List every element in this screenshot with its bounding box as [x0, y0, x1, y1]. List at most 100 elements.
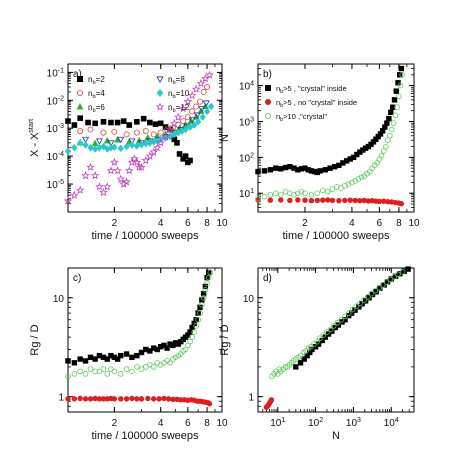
data-point [395, 80, 401, 86]
data-point [92, 120, 98, 127]
data-point [173, 112, 183, 121]
legend-base: n [276, 84, 280, 93]
data-point [65, 396, 71, 402]
legend-subscript: b [280, 117, 283, 123]
data-point [147, 119, 153, 126]
data-point [100, 142, 107, 151]
data-point [334, 319, 341, 326]
data-point [165, 125, 175, 134]
data-point [386, 115, 392, 122]
tick-base: 10 [47, 96, 59, 107]
data-point [87, 354, 94, 361]
x-tick-label: 102 [308, 417, 323, 429]
data-point [92, 368, 98, 375]
data-point [164, 345, 170, 351]
data-point [383, 279, 390, 285]
data-point [199, 113, 206, 121]
data-point [100, 366, 107, 372]
legend-subscript: b [280, 89, 283, 95]
x-tick-label: 104 [384, 417, 399, 429]
data-point [156, 396, 162, 402]
data-point [272, 190, 279, 197]
data-point [191, 121, 198, 129]
data-series [263, 397, 275, 411]
data-point [152, 121, 159, 127]
x-tick-label: 10 [408, 218, 420, 229]
legend-rest: >5 , no "crystal" inside [283, 98, 357, 107]
panel-label: d) [263, 273, 272, 284]
data-point [134, 162, 144, 171]
data-point [195, 310, 201, 316]
data-point [387, 132, 393, 139]
data-point [297, 352, 304, 359]
x-tick-label: 101 [270, 417, 285, 429]
data-point [149, 147, 158, 156]
data-point [145, 151, 155, 160]
data-point [195, 316, 201, 323]
tick-exponent: -1 [58, 67, 64, 74]
data-point [182, 153, 189, 159]
data-point [95, 138, 103, 145]
legend-marker [77, 76, 84, 83]
y-tick-label: 10-3 [47, 123, 64, 135]
x-tick-label: 8 [396, 218, 402, 229]
data-point [122, 177, 131, 186]
y-tick-label: 1 [58, 393, 64, 404]
legend-subscript: b [92, 80, 95, 86]
data-point [391, 273, 398, 280]
data-point [64, 147, 72, 155]
data-point [350, 154, 357, 161]
data-point [187, 157, 193, 164]
data-point [129, 395, 135, 402]
data-point [134, 119, 140, 125]
data-point [129, 354, 135, 361]
tick-exponent: 1 [250, 188, 254, 195]
data-point [204, 280, 210, 287]
x-tick-label: 4 [349, 218, 355, 229]
data-point [348, 310, 355, 316]
legend-base: n [168, 89, 172, 98]
x-tick-label: 10 [216, 418, 228, 429]
data-point [176, 151, 183, 157]
legend-marker [155, 102, 165, 111]
data-point [77, 356, 83, 362]
x-tick-label: 8 [204, 218, 210, 229]
legend-base: n [88, 75, 92, 84]
tick-exponent: 4 [395, 417, 399, 424]
data-point [189, 108, 196, 115]
data-point [128, 138, 136, 145]
legend-rest: =10 [176, 89, 190, 98]
data-point [352, 197, 358, 204]
tick-exponent: -3 [58, 123, 64, 130]
data-point [110, 157, 119, 167]
data-point [392, 112, 399, 118]
data-point [71, 371, 78, 377]
legend-label: nb=10 [168, 89, 190, 100]
legend-entry: nb=4 [77, 89, 105, 100]
data-point [391, 97, 398, 103]
x-tick-label: 4 [158, 418, 164, 429]
data-point [174, 140, 180, 146]
legend-entry: nb>5 , no "crystal" inside [264, 98, 357, 109]
tick-exponent: -2 [58, 95, 64, 102]
data-point [282, 164, 289, 171]
data-point [376, 285, 382, 291]
data-series [255, 65, 405, 176]
data-point [87, 366, 94, 372]
data-point [347, 197, 353, 203]
data-point [120, 118, 127, 124]
data-point [134, 364, 140, 370]
data-point [273, 165, 279, 171]
legend-marker [156, 89, 164, 97]
data-point [357, 197, 363, 204]
legend-label: nb=2 [88, 75, 105, 86]
data-point [91, 145, 99, 153]
data-point [118, 352, 124, 359]
data-point [63, 196, 73, 205]
y-axis-label-superscript: start [28, 119, 35, 133]
data-point [117, 371, 124, 377]
data-point [117, 136, 125, 144]
data-point [378, 153, 385, 159]
